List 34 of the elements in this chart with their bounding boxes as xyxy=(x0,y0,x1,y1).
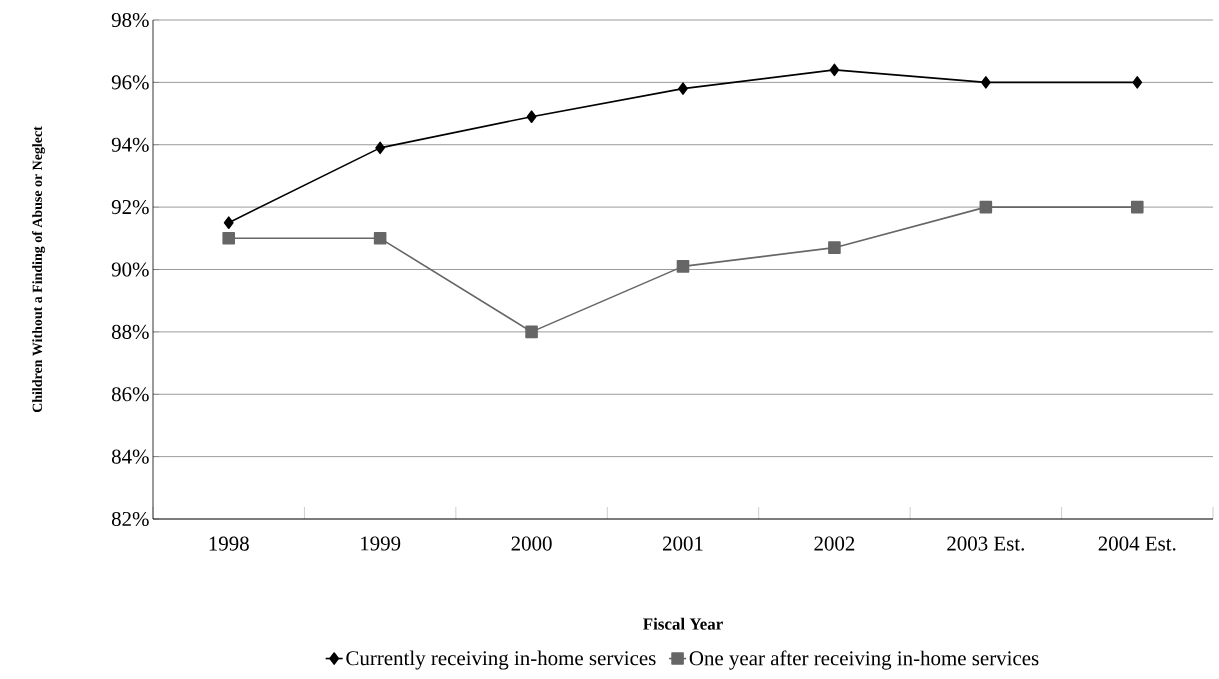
point xyxy=(526,110,537,123)
x-tick-label: 2003 Est. xyxy=(947,536,1024,551)
point xyxy=(373,232,387,245)
x-tick-label: 1999 xyxy=(361,536,401,551)
point xyxy=(223,216,234,230)
point xyxy=(375,141,386,155)
x-tick-label: 2001 xyxy=(662,536,703,551)
legend-label: Currently receiving in-home services xyxy=(346,650,656,670)
y-axis-title: Children Without a Finding of Abuse or Neglect xyxy=(32,126,45,413)
point xyxy=(1132,76,1143,89)
point xyxy=(979,200,993,214)
x-axis-title: Fiscal Year xyxy=(643,617,723,630)
y-tick-label: 82% xyxy=(111,511,149,527)
y-tick-label: 88% xyxy=(111,324,149,339)
y-tick-label: 92% xyxy=(111,200,149,215)
y-tick-label: 86% xyxy=(111,387,149,402)
y-tick-label: 96% xyxy=(111,75,149,90)
point xyxy=(222,232,236,245)
x-tick-label: 2000 xyxy=(511,536,552,551)
point xyxy=(980,76,991,89)
y-tick-label: 90% xyxy=(111,262,149,277)
y-tick-label: 84% xyxy=(111,449,149,464)
x-tick-label: 2002 xyxy=(814,536,855,551)
point xyxy=(1130,200,1144,214)
point xyxy=(828,241,841,254)
point xyxy=(829,63,840,77)
point xyxy=(525,325,538,339)
y-tick-label: 98% xyxy=(111,12,149,28)
point xyxy=(678,82,688,95)
y-tick-label: 94% xyxy=(111,137,149,152)
x-tick-label: 1998 xyxy=(209,536,249,551)
x-tick-label: 2004 Est. xyxy=(1098,536,1176,551)
legend-label: One year after receiving in-home services xyxy=(689,650,1039,670)
point xyxy=(676,260,690,273)
